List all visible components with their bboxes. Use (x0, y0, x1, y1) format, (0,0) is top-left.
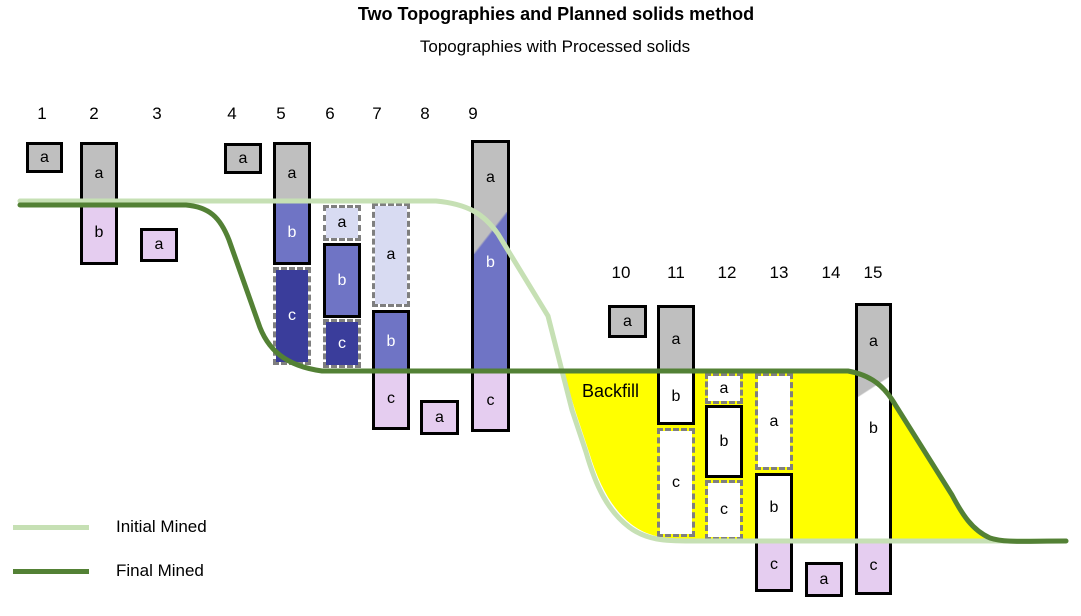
box-segment-a: a (227, 146, 259, 171)
column-number-11: 11 (667, 263, 685, 282)
legend-item-initial-mined: Initial Mined (13, 505, 207, 549)
page-subtitle: Topographies with Processed solids (419, 37, 691, 56)
column-number-6: 6 (325, 104, 335, 123)
column-number-10: 10 (611, 263, 631, 282)
column-number-7: 7 (372, 104, 382, 123)
column-number-3: 3 (152, 104, 162, 123)
legend: Initial Mined Final Mined (13, 505, 207, 593)
box-col4-a: a (224, 143, 262, 174)
column-number-9: 9 (468, 104, 478, 123)
box-segment-label: c (869, 557, 878, 574)
box-segment-label: a (94, 165, 104, 182)
box-segment-a: a (276, 145, 308, 203)
column-number-8: 8 (420, 104, 430, 123)
column-number-15: 15 (863, 263, 883, 282)
box-segment-label: a (287, 165, 297, 182)
box-segment-label: a (819, 570, 829, 588)
column-number-2: 2 (89, 104, 99, 123)
box-segment-c: c (858, 540, 889, 592)
column-number-4: 4 (227, 104, 237, 123)
column-number-14: 14 (821, 263, 841, 282)
box-segment-a: a (808, 565, 840, 594)
page-title: Two Topographies and Planned solids meth… (357, 4, 755, 24)
box-segment-label: a (40, 148, 49, 166)
column-number-1: 1 (37, 104, 47, 123)
legend-label-initial-mined: Initial Mined (116, 517, 207, 536)
box-segment-a: a (29, 145, 60, 170)
box-segment-label: a (486, 168, 495, 186)
box-segment-label: a (238, 149, 248, 167)
box-col1-a: a (26, 142, 63, 173)
initial-mined-swatch (13, 524, 89, 530)
legend-item-final-mined: Final Mined (13, 549, 207, 593)
backfill-label: Backfill (582, 381, 640, 401)
box-segment-a: a (83, 145, 115, 203)
column-number-12: 12 (717, 263, 737, 282)
final-mined-swatch (13, 568, 89, 574)
box-segment-label: c (770, 555, 778, 573)
box-segment-c: c (758, 540, 790, 589)
column-number-13: 13 (769, 263, 789, 282)
box-col14-a: a (805, 562, 843, 597)
column-number-5: 5 (276, 104, 286, 123)
legend-label-final-mined: Final Mined (116, 561, 204, 580)
